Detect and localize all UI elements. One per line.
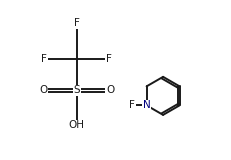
Text: O: O xyxy=(106,85,114,95)
Text: N: N xyxy=(143,100,150,110)
Text: F: F xyxy=(74,18,79,28)
Text: F: F xyxy=(129,100,135,110)
Text: S: S xyxy=(73,85,80,95)
Text: O: O xyxy=(39,85,47,95)
Text: F: F xyxy=(41,54,47,64)
Text: F: F xyxy=(106,54,112,64)
Text: OH: OH xyxy=(69,120,85,130)
